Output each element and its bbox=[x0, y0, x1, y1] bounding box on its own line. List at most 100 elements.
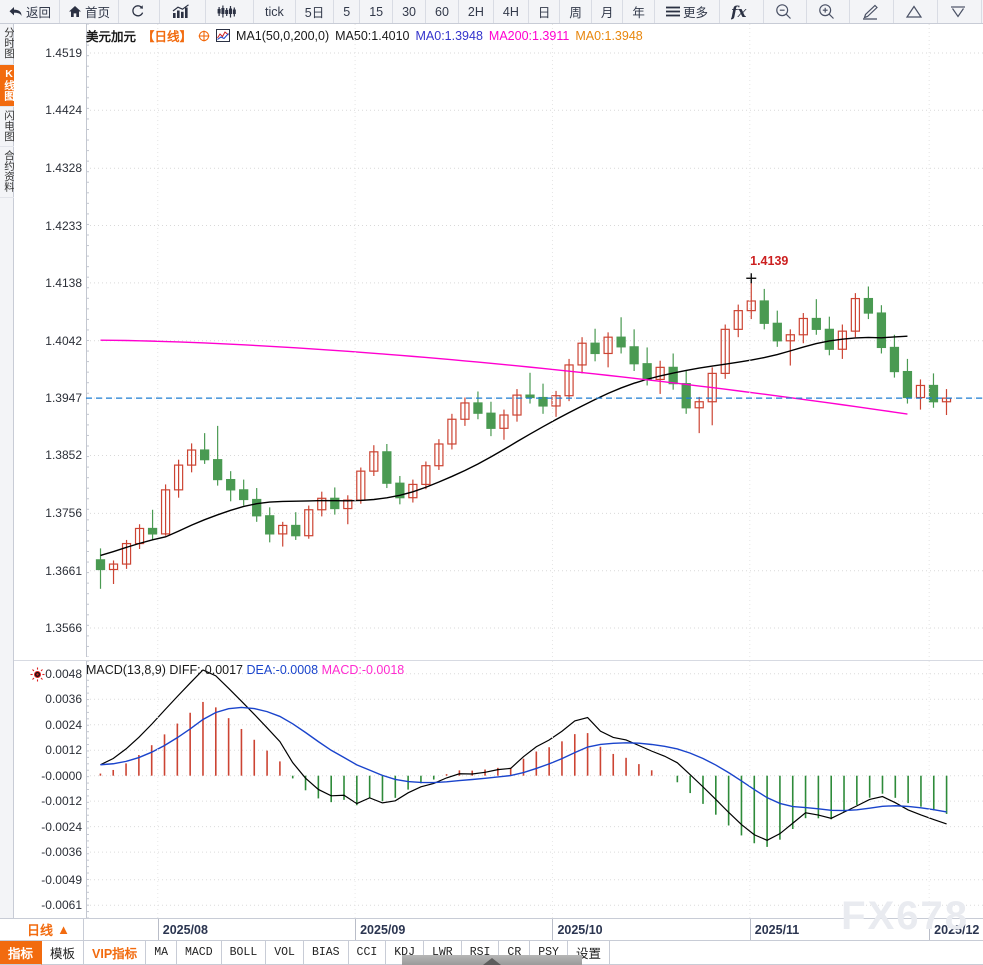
date-tick-label: 2025/09 bbox=[355, 919, 405, 940]
period-month-label: 月 bbox=[600, 6, 614, 20]
macd-axis-label: -0.0024 bbox=[41, 819, 82, 834]
scroll-handle[interactable] bbox=[401, 955, 582, 965]
date-tick-label: 2025/11 bbox=[749, 919, 799, 940]
macd-axis-label: -0.0000 bbox=[41, 768, 82, 783]
date-tick-label: 2025/10 bbox=[552, 919, 603, 940]
period-15min-label: 15 bbox=[369, 4, 384, 19]
date-tick-label: 2025/12 bbox=[929, 919, 979, 940]
period-30min-button[interactable]: 30 bbox=[393, 0, 426, 23]
sidebar-item-timeshare[interactable]: 分时图 bbox=[0, 24, 15, 65]
function-button[interactable]: fx bbox=[720, 0, 764, 23]
left-sidebar: 分时图 K线图 闪电图 合约资料 bbox=[0, 24, 15, 918]
price-plot-area[interactable]: 1.4519 1.4424 1.4328 1.4233 1.4138 1.4042 1.39… bbox=[45, 24, 983, 657]
v-shape-icon bbox=[949, 4, 967, 19]
brightness-icon[interactable] bbox=[30, 667, 45, 685]
triangle-tool-button[interactable] bbox=[894, 0, 938, 23]
macd-axis-label: -0.0049 bbox=[41, 872, 82, 887]
date-axis-row: 日线 ▲ 2025/08 2025/09 2025/10 2025/11 2025/12 bbox=[0, 918, 983, 941]
tab-ma[interactable]: MA bbox=[146, 941, 177, 965]
price-axis-label: 1.4424 bbox=[45, 103, 82, 118]
tab-bar-filler bbox=[609, 941, 983, 965]
triangle-icon bbox=[905, 4, 923, 19]
tab-cci[interactable]: CCI bbox=[348, 941, 387, 965]
price-panel: 美元加元 【日线】 MA1(50,0,200,0) MA50:1.4010 MA… bbox=[14, 24, 983, 657]
tab-macd[interactable]: MACD bbox=[177, 941, 222, 965]
bar-chart-button[interactable] bbox=[160, 0, 207, 23]
period-15min-button[interactable]: 15 bbox=[360, 0, 394, 23]
candlestick-icon bbox=[217, 4, 239, 19]
price-axis-label: 1.4233 bbox=[45, 218, 82, 233]
ma0b-value: MA0:1.3948 bbox=[575, 28, 643, 43]
tab-indicator[interactable]: 指标 bbox=[0, 941, 43, 965]
period-month-button[interactable]: 月 bbox=[592, 0, 624, 23]
candlestick-button[interactable] bbox=[206, 0, 255, 23]
macd-axis-label: 0.0024 bbox=[45, 717, 82, 732]
period-day-button[interactable]: 日 bbox=[529, 0, 561, 23]
back-button[interactable]: 返回 bbox=[0, 0, 61, 23]
zoom-out-button[interactable] bbox=[764, 0, 807, 23]
period-4h-label: 4H bbox=[502, 4, 519, 19]
period-4h-button[interactable]: 4H bbox=[494, 0, 529, 23]
macd-plot-area[interactable]: 0.0048 0.0036 0.0024 0.0012 -0.0000 -0.0012 -0… bbox=[41, 661, 983, 918]
period-day-label: 日 bbox=[537, 6, 551, 20]
period-year-label: 年 bbox=[632, 6, 645, 20]
price-axis-label: 1.4519 bbox=[45, 45, 82, 60]
back-button-label: 返回 bbox=[26, 6, 52, 20]
period-tag[interactable]: 日线 ▲ bbox=[14, 919, 84, 940]
zoom-out-icon bbox=[775, 3, 792, 20]
period-5min-button[interactable]: 5 bbox=[334, 0, 361, 23]
price-axis-label: 1.3661 bbox=[45, 563, 82, 578]
period-30min-label: 30 bbox=[402, 4, 416, 19]
price-axis-label: 1.4328 bbox=[45, 161, 82, 176]
price-axis-label: 1.4042 bbox=[45, 333, 82, 348]
macd-dea-value: DEA:-0.0008 bbox=[246, 663, 319, 677]
price-axis-label: 1.3947 bbox=[45, 391, 82, 406]
symbol-label: 美元加元 bbox=[86, 30, 137, 44]
macd-axis-label: -0.0036 bbox=[41, 845, 82, 860]
macd-axis-label: 0.0048 bbox=[45, 666, 82, 681]
period-year-button[interactable]: 年 bbox=[623, 0, 655, 23]
period-2h-label: 2H bbox=[467, 4, 484, 19]
tab-boll[interactable]: BOLL bbox=[221, 941, 267, 965]
ma0-value: MA0:1.3948 bbox=[415, 28, 483, 43]
period-label: 【日线】 bbox=[142, 30, 193, 44]
sidebar-item-lightning[interactable]: 闪电图 bbox=[0, 107, 15, 147]
tick-button[interactable]: tick bbox=[254, 0, 296, 23]
period-week-button[interactable]: 周 bbox=[560, 0, 592, 23]
price-axis-label: 1.3852 bbox=[45, 448, 82, 463]
tab-vol[interactable]: VOL bbox=[266, 941, 304, 965]
chart-shell: 美元加元 【日线】 MA1(50,0,200,0) MA50:1.4010 MA… bbox=[14, 24, 983, 918]
ma-params-label: MA1(50,0,200,0) bbox=[236, 28, 330, 43]
back-arrow-icon bbox=[8, 5, 23, 18]
crosshair-icon[interactable] bbox=[198, 30, 210, 42]
tab-template[interactable]: 模板 bbox=[42, 941, 85, 965]
refresh-icon bbox=[130, 4, 145, 19]
pencil-icon bbox=[861, 4, 879, 20]
price-panel-header: 美元加元 【日线】 MA1(50,0,200,0) MA50:1.4010 MA… bbox=[86, 24, 643, 45]
draw-button[interactable] bbox=[850, 0, 894, 23]
period-2h-button[interactable]: 2H bbox=[459, 0, 494, 23]
home-icon bbox=[68, 5, 82, 18]
ma-indicator-icon[interactable] bbox=[216, 29, 231, 42]
period-5day-button[interactable]: 5日 bbox=[296, 0, 335, 23]
tab-bias[interactable]: BIAS bbox=[303, 941, 349, 965]
home-button[interactable]: 首页 bbox=[60, 0, 120, 23]
period-60min-label: 60 bbox=[435, 4, 449, 19]
refresh-button[interactable] bbox=[119, 0, 161, 23]
sidebar-item-contract[interactable]: 合约资料 bbox=[0, 147, 15, 198]
zoom-in-button[interactable] bbox=[807, 0, 850, 23]
zoom-in-icon bbox=[818, 3, 835, 20]
price-axis-label: 1.3566 bbox=[45, 621, 82, 636]
sidebar-item-kline[interactable]: K线图 bbox=[0, 64, 15, 107]
macd-title: MACD(13,8,9) bbox=[86, 663, 166, 677]
more-menu-button[interactable]: 更多 bbox=[655, 0, 720, 23]
macd-diff-value: DIFF:-0.0017 bbox=[169, 663, 244, 677]
period-60min-button[interactable]: 60 bbox=[426, 0, 459, 23]
period-5day-label: 5日 bbox=[304, 6, 325, 20]
macd-axis-label: 0.0036 bbox=[45, 692, 82, 707]
more-menu-label: 更多 bbox=[682, 6, 708, 20]
high-price-annotation: 1.4139 bbox=[750, 254, 789, 269]
fx-icon: fx bbox=[731, 4, 749, 20]
vshape-tool-button[interactable] bbox=[938, 0, 982, 23]
tab-vip-indicator[interactable]: VIP指标 bbox=[84, 941, 147, 965]
